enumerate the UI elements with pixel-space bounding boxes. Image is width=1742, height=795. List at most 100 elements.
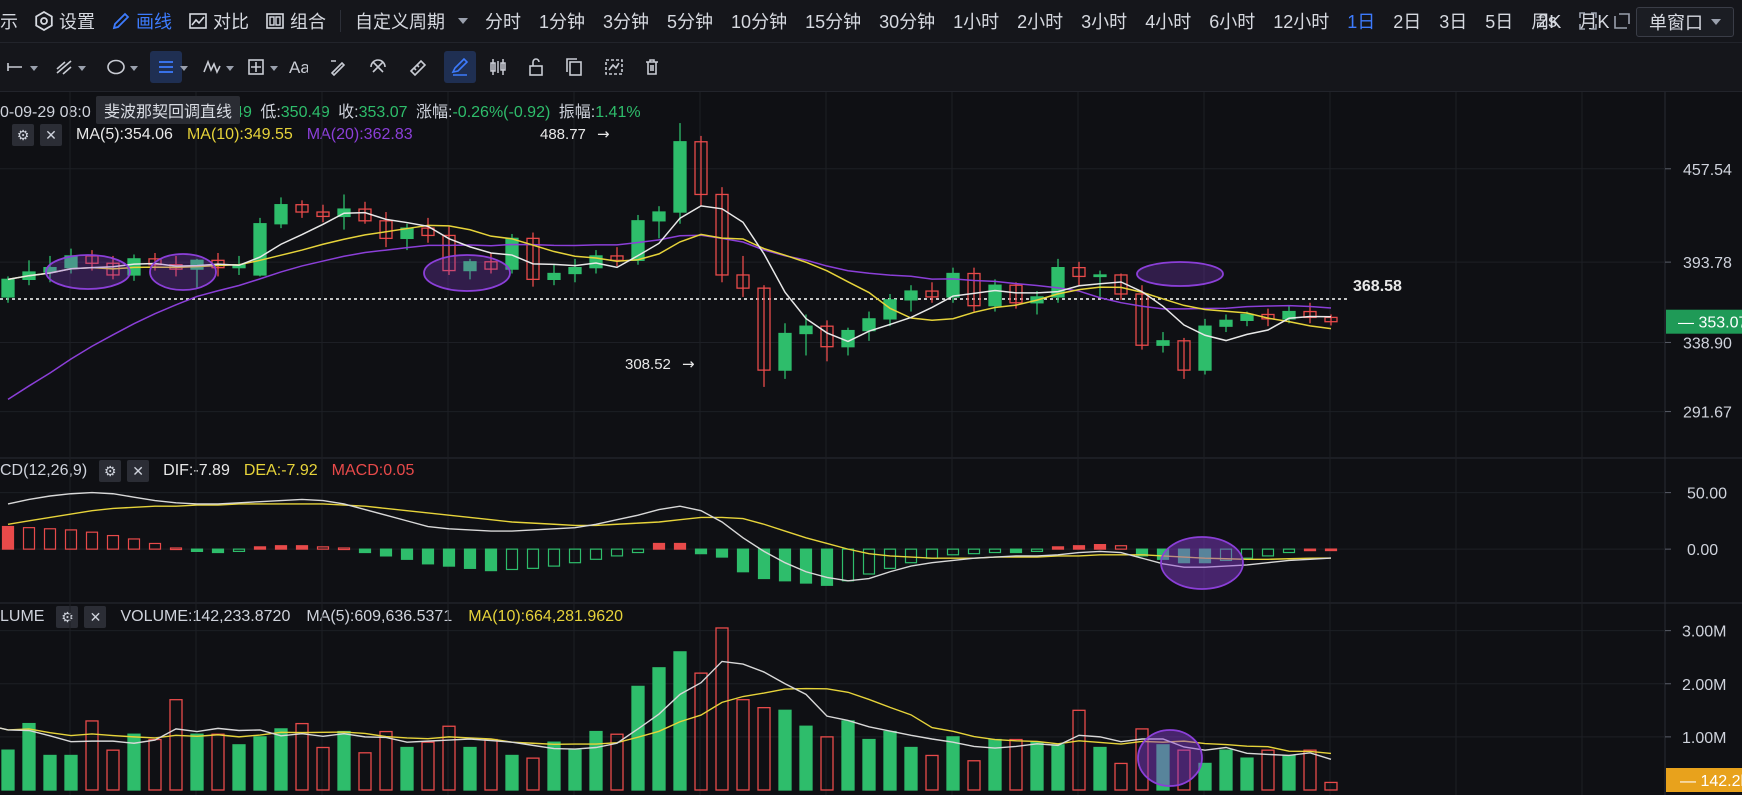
volume-bar xyxy=(1240,757,1254,791)
volume-bar xyxy=(883,730,897,791)
gear-icon[interactable]: ⚙ xyxy=(56,606,79,628)
candle-body xyxy=(967,272,981,307)
volume-bar xyxy=(610,733,624,791)
tool-dropdown-icon[interactable] xyxy=(270,66,278,71)
macd-bar xyxy=(631,548,645,554)
volume-bar xyxy=(337,730,351,791)
period-tab-14[interactable]: 2日 xyxy=(1393,12,1422,32)
macd-bar xyxy=(736,548,750,573)
close-icon[interactable]: ✕ xyxy=(127,460,150,482)
tool-tooltip: 斐波那契回调直线 xyxy=(96,96,241,124)
macd-bar xyxy=(379,548,393,557)
macd-bar xyxy=(148,542,162,550)
candle-body xyxy=(211,259,225,269)
grid-icon xyxy=(265,11,285,31)
combo-button[interactable]: 组合 xyxy=(257,0,334,42)
compare-button[interactable]: 对比 xyxy=(180,0,257,42)
tool-dropdown-icon[interactable] xyxy=(130,66,138,71)
candle-body xyxy=(883,299,897,320)
candle-body xyxy=(799,325,813,335)
candle-body xyxy=(1030,296,1044,304)
period-tab-10[interactable]: 4小时 xyxy=(1145,12,1192,32)
candle-body xyxy=(43,266,57,273)
period-tab-15[interactable]: 3日 xyxy=(1439,12,1468,32)
volume-bar xyxy=(1303,749,1317,791)
candle-body xyxy=(1,278,15,298)
wave-icon[interactable] xyxy=(196,51,228,83)
gear-icon[interactable]: ⚙ xyxy=(12,124,34,146)
copy-icon[interactable] xyxy=(558,51,590,83)
close-icon[interactable]: ✕ xyxy=(40,124,62,146)
fib-retracement-icon[interactable] xyxy=(150,51,182,83)
horizontal-ray-icon[interactable] xyxy=(0,51,32,83)
tool-dropdown-icon[interactable] xyxy=(180,66,188,71)
screenshot-icon[interactable] xyxy=(1612,11,1632,31)
macd-bar xyxy=(841,548,855,582)
macd-bar xyxy=(946,548,960,556)
brush-icon[interactable] xyxy=(322,51,354,83)
macd-bar xyxy=(1114,545,1128,550)
fullscreen-icon[interactable] xyxy=(1578,11,1598,31)
candle-body xyxy=(1093,274,1107,278)
macd-bar xyxy=(190,548,204,552)
period-tab-11[interactable]: 6小时 xyxy=(1209,12,1256,32)
candle-icon[interactable] xyxy=(482,51,514,83)
tool-dropdown-icon[interactable] xyxy=(78,66,86,71)
macd-bar xyxy=(22,527,36,550)
draw-line-label: 画线 xyxy=(136,12,172,32)
period-tab-8[interactable]: 2小时 xyxy=(1017,12,1064,32)
trend-line-icon[interactable] xyxy=(48,51,80,83)
refresh-interval[interactable]: 2s xyxy=(1538,10,1558,31)
measure-icon[interactable] xyxy=(240,51,272,83)
period-tab-9[interactable]: 3小时 xyxy=(1081,12,1128,32)
settings-button[interactable]: 设置 xyxy=(26,0,103,42)
volume-bar xyxy=(253,736,267,791)
cut-off-label: 示 xyxy=(0,12,18,32)
candle-body xyxy=(1009,284,1023,304)
volume-bar xyxy=(211,733,225,791)
volume-bar xyxy=(526,757,540,791)
volume-bar xyxy=(1156,744,1170,791)
period-tab-2[interactable]: 3分钟 xyxy=(603,12,650,32)
info-change-label: 涨幅: xyxy=(416,104,453,121)
period-tab-4[interactable]: 10分钟 xyxy=(731,12,788,32)
window-mode-dropdown[interactable]: 单窗口 xyxy=(1636,7,1734,37)
close-icon[interactable]: ✕ xyxy=(84,606,107,628)
magnet-icon[interactable] xyxy=(362,51,394,83)
tool-dropdown-icon[interactable] xyxy=(30,66,38,71)
lock-icon[interactable] xyxy=(520,51,552,83)
custom-period-dropdown[interactable]: 自定义周期 xyxy=(347,0,476,42)
period-tab-16[interactable]: 5日 xyxy=(1485,12,1514,32)
gear-icon[interactable]: ⚙ xyxy=(99,460,122,482)
volume-value: VOLUME:142,233.8720 xyxy=(120,608,291,625)
hide-icon[interactable] xyxy=(598,51,630,83)
ellipse-icon[interactable] xyxy=(100,51,132,83)
period-tab-18[interactable]: 月K xyxy=(1579,12,1610,32)
period-tab-7[interactable]: 1小时 xyxy=(953,12,1000,32)
period-tab-13[interactable]: 1日 xyxy=(1347,12,1376,32)
period-tab-3[interactable]: 5分钟 xyxy=(667,12,714,32)
info-amp-label: 振幅: xyxy=(558,104,596,121)
period-tab-0[interactable]: 分时 xyxy=(485,12,521,32)
dea-line xyxy=(7,503,1332,561)
candle-body xyxy=(1198,325,1212,371)
current-price-tag xyxy=(1666,309,1742,334)
period-tab-12[interactable]: 12小时 xyxy=(1273,12,1330,32)
ma20-value: MA(20):362.83 xyxy=(306,126,413,143)
text-icon[interactable]: Aa xyxy=(282,51,314,83)
top-toolbar: 示 设置 画线 对比 组合 自定义周期 分时 1分钟 3分钟 5分钟 10分钟 15分钟 3… xyxy=(0,0,1742,43)
draw-line-button[interactable]: 画线 xyxy=(103,0,180,42)
period-tab-5[interactable]: 15分钟 xyxy=(805,12,862,32)
svg-text:Aa: Aa xyxy=(289,58,308,77)
volume-bar xyxy=(1324,781,1338,791)
period-tab-17[interactable]: 周K xyxy=(1531,12,1562,32)
macd-bar xyxy=(442,548,456,567)
period-tab-6[interactable]: 30分钟 xyxy=(879,12,936,32)
delete-icon[interactable] xyxy=(636,51,668,83)
tool-dropdown-icon[interactable] xyxy=(226,66,234,71)
draw-mode-icon[interactable] xyxy=(444,51,476,83)
period-tab-1[interactable]: 1分钟 xyxy=(539,12,586,32)
candle-body xyxy=(1303,310,1317,319)
volume-bar xyxy=(841,720,855,791)
ruler-icon[interactable] xyxy=(402,51,434,83)
